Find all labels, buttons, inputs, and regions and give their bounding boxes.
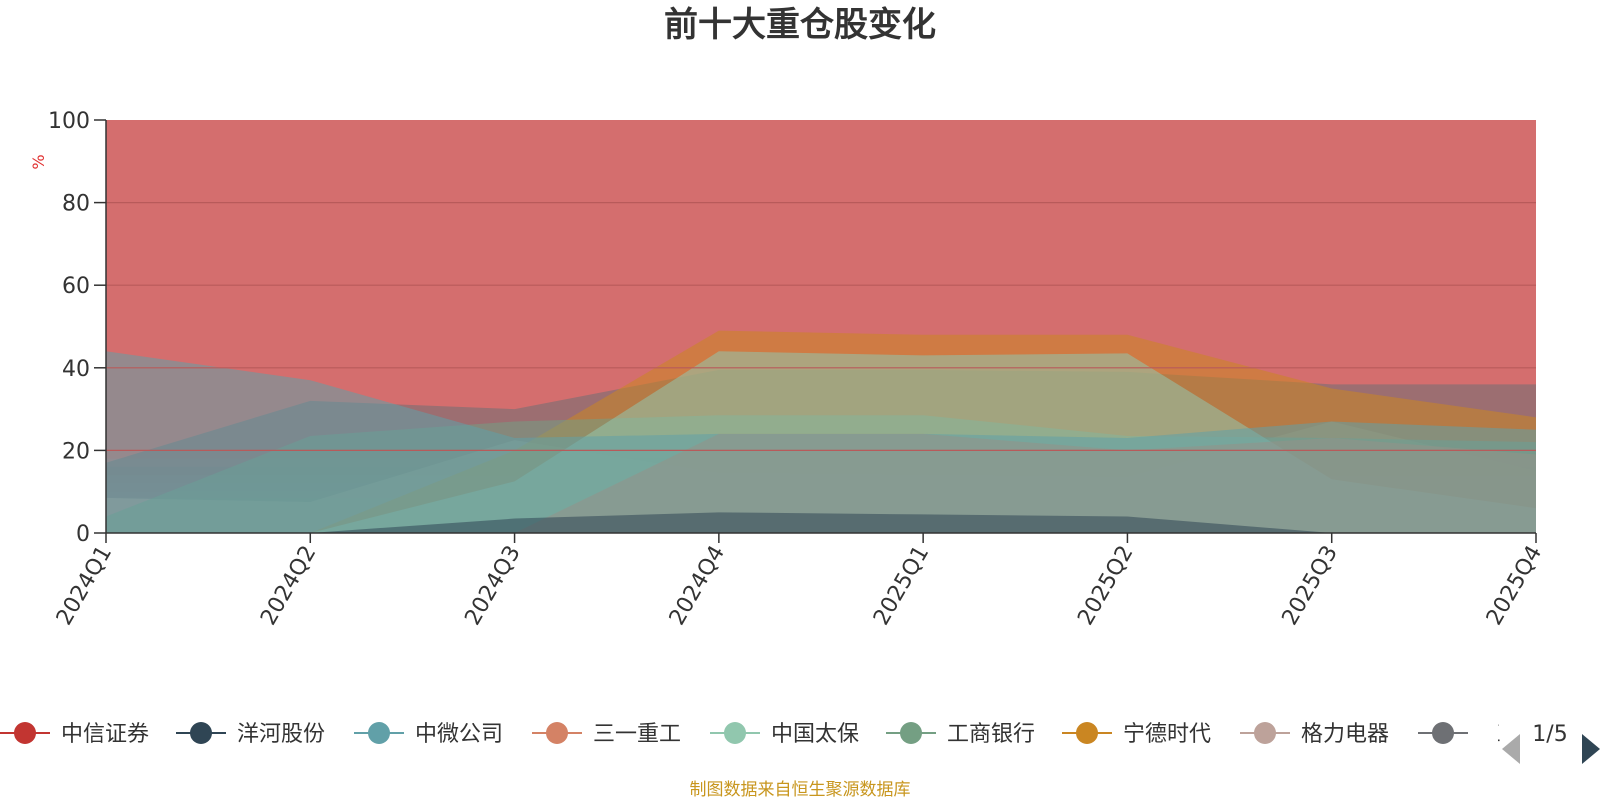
x-tick-label: 2024Q4 (665, 542, 730, 630)
series-area-2[interactable] (106, 351, 1536, 533)
data-source-note: 制图数据来自恒生聚源数据库 (690, 780, 911, 800)
legend-item[interactable]: 工商银行 (886, 722, 1035, 747)
legend-label: 中信证券 (61, 722, 149, 747)
legend-marker (14, 722, 36, 744)
legend-marker (546, 722, 568, 744)
y-tick-label: 40 (62, 357, 90, 382)
x-tick-label: 2024Q3 (460, 542, 525, 630)
legend-label: 中微公司 (415, 722, 503, 747)
legend-marker (190, 722, 212, 744)
legend-label: 三一重工 (593, 722, 681, 747)
prev-page-icon[interactable] (1502, 734, 1520, 764)
legend-marker (1432, 722, 1454, 744)
legend-marker (724, 722, 746, 744)
legend-item[interactable]: 中国太保 (710, 722, 859, 747)
chart-title: 前十大重仓股变化 (664, 5, 936, 45)
legend-item[interactable]: 三一重工 (532, 722, 681, 747)
x-tick-label: 2024Q2 (256, 542, 321, 630)
legend-marker (368, 722, 390, 744)
legend-label: 洋河股份 (237, 722, 325, 747)
legend-item[interactable]: 中信证券 (0, 722, 149, 747)
series-area-1[interactable] (106, 512, 1536, 533)
y-tick-label: 0 (76, 522, 90, 547)
legend-overflow-mask (1468, 712, 1498, 756)
legend-item[interactable]: 格力电器 (1240, 722, 1389, 747)
legend-label: 宁德时代 (1123, 722, 1211, 747)
legend-item[interactable]: 宁德时代 (1062, 722, 1211, 747)
legend-marker (900, 722, 922, 744)
x-tick-label: 2025Q4 (1482, 542, 1547, 630)
x-tick-label: 2025Q1 (869, 542, 934, 630)
y-tick-label: 80 (62, 192, 90, 217)
legend-marker (1254, 722, 1276, 744)
y-tick-label: 100 (48, 109, 90, 134)
next-page-icon[interactable] (1582, 734, 1600, 764)
y-tick-label: 60 (62, 274, 90, 299)
x-tick-label: 2025Q2 (1073, 542, 1138, 630)
legend-item[interactable]: 中微公司 (354, 722, 503, 747)
legend-marker (1076, 722, 1098, 744)
x-tick-label: 2025Q3 (1278, 542, 1343, 630)
legend-label: 中国太保 (771, 722, 859, 747)
legend-item[interactable]: 洋河股份 (176, 722, 325, 747)
legend-label: 格力电器 (1301, 722, 1389, 747)
x-tick-label: 2024Q1 (52, 542, 117, 630)
y-tick-label: 20 (62, 439, 90, 464)
legend-label: 工商银行 (947, 722, 1035, 747)
y-axis-unit: % (29, 154, 48, 169)
legend-page-indicator: 1/5 (1532, 722, 1567, 747)
